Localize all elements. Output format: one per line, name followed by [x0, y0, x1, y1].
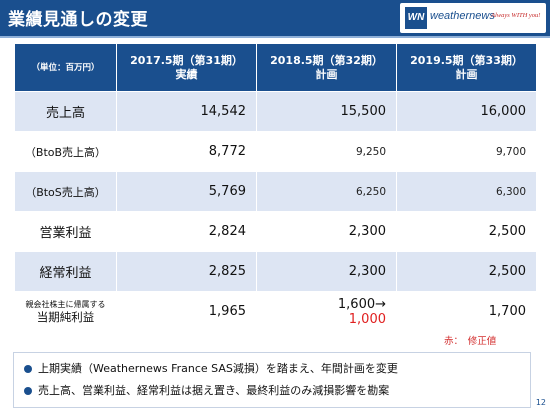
row-label: （BtoS売上高） [14, 171, 117, 212]
original-plan-value: 1,600→ [337, 296, 386, 312]
value-cell: 1,700 [396, 291, 537, 332]
forecast-table: （単位：百万円） 2017.5期（第31期） 実績 2018.5期（第32期） … [14, 43, 537, 332]
value-cell: 15,500 [256, 91, 397, 132]
note-text: 上期実績（Weathernews France SAS減損）を踏まえ、年間計画を… [38, 362, 398, 375]
value-cell: 6,300 [396, 171, 537, 212]
value-cell: 14,542 [116, 91, 257, 132]
note-text: 売上高、営業利益、経常利益は据え置き、最終利益のみ減損影響を勘案 [38, 384, 390, 397]
revised-plan-value: 1,000 [348, 311, 386, 327]
value-cell: 5,769 [116, 171, 257, 212]
bullet-icon [24, 387, 32, 395]
column-header-type: 計画 [455, 67, 478, 81]
note-item: 売上高、営業利益、経常利益は据え置き、最終利益のみ減損影響を勘案 [22, 380, 522, 402]
value-cell: 2,500 [396, 211, 537, 252]
value-cell: 6,250 [256, 171, 397, 212]
value-cell: 1,965 [116, 291, 257, 332]
header-divider [0, 36, 550, 38]
row-label: 親会社株主に帰属する 当期純利益 [14, 291, 117, 332]
table-row-net-income: 親会社株主に帰属する 当期純利益 1,965 1,600→ 1,000 1,70… [14, 291, 537, 332]
column-header-period: 2019.5期（第33期） [410, 53, 523, 67]
column-header-fy2018: 2018.5期（第32期） 計画 [256, 43, 397, 92]
bullet-icon [24, 365, 32, 373]
value-cell: 16,000 [396, 91, 537, 132]
column-header-type: 実績 [175, 67, 198, 81]
row-label: 売上高 [14, 91, 117, 132]
table-row-operating-income: 営業利益 2,824 2,300 2,500 [14, 211, 537, 252]
net-income-label-line2: 当期純利益 [36, 310, 95, 324]
value-cell: 2,300 [256, 211, 397, 252]
note-item: 上期実績（Weathernews France SAS減損）を踏まえ、年間計画を… [22, 358, 522, 380]
column-header-period: 2018.5期（第32期） [270, 53, 383, 67]
logo-tagline: Always WITH you! [491, 12, 541, 19]
column-header-type: 計画 [315, 67, 338, 81]
table-row-btob-sales: （BtoB売上高） 8,772 9,250 9,700 [14, 131, 537, 172]
value-cell: 2,824 [116, 211, 257, 252]
value-cell: 8,772 [116, 131, 257, 172]
value-cell: 2,500 [396, 251, 537, 292]
table-row-ordinary-income: 経常利益 2,825 2,300 2,500 [14, 251, 537, 292]
value-cell: 9,700 [396, 131, 537, 172]
column-header-fy2019: 2019.5期（第33期） 計画 [396, 43, 537, 92]
table-row-sales: 売上高 14,542 15,500 16,000 [14, 91, 537, 132]
unit-header: （単位：百万円） [14, 43, 117, 92]
value-cell-revised: 1,600→ 1,000 [256, 291, 397, 332]
value-cell: 2,300 [256, 251, 397, 292]
table-row-btos-sales: （BtoS売上高） 5,769 6,250 6,300 [14, 171, 537, 212]
logo-wordmark: weathernews [430, 10, 495, 22]
value-cell: 9,250 [256, 131, 397, 172]
slide-header: 業績見通しの変更 WN weathernews Always WITH you! [0, 0, 550, 36]
column-header-fy2017: 2017.5期（第31期） 実績 [116, 43, 257, 92]
row-label: 経常利益 [14, 251, 117, 292]
revision-legend: 赤： 修正値 [444, 336, 497, 347]
row-label: （BtoB売上高） [14, 131, 117, 172]
slide-title: 業績見通しの変更 [8, 10, 148, 30]
column-header-period: 2017.5期（第31期） [130, 53, 243, 67]
logo-mark-icon: WN [405, 7, 427, 29]
net-income-label-line1: 親会社株主に帰属する [25, 300, 106, 309]
weathernews-logo: WN weathernews Always WITH you! [400, 3, 546, 33]
table-header-row: （単位：百万円） 2017.5期（第31期） 実績 2018.5期（第32期） … [14, 43, 537, 92]
row-label: 営業利益 [14, 211, 117, 252]
notes-box: 上期実績（Weathernews France SAS減損）を踏まえ、年間計画を… [13, 352, 531, 408]
page-number: 12 [535, 398, 546, 407]
value-cell: 2,825 [116, 251, 257, 292]
